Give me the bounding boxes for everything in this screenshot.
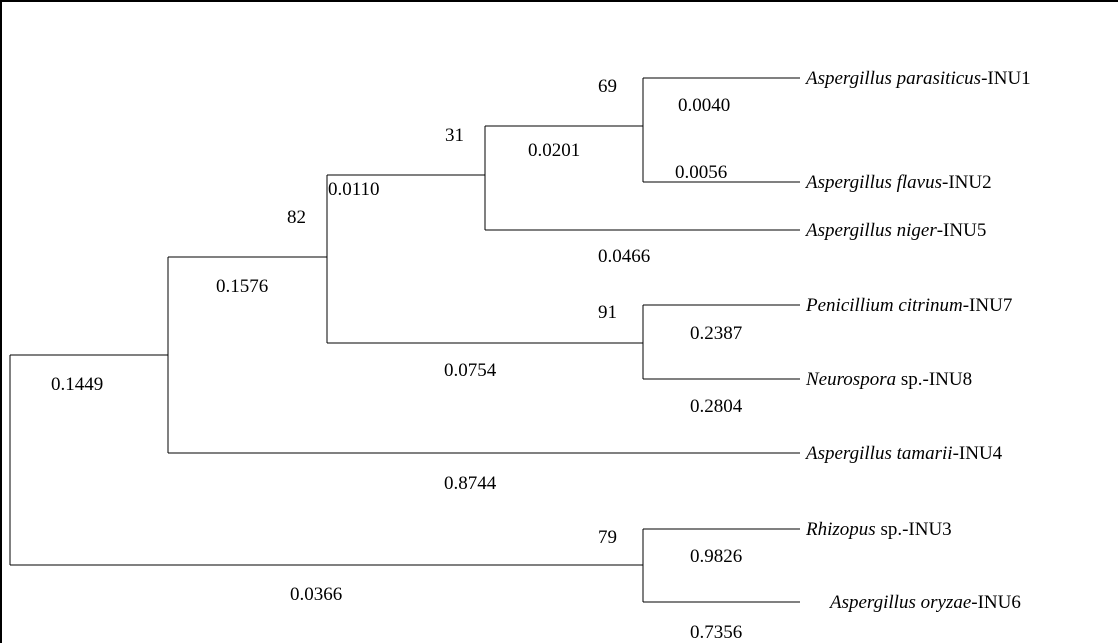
taxon-label-rhizopus: Rhizopus sp.-INU3 <box>805 519 952 540</box>
taxon-label-oryzae: Aspergillus oryzae-INU6 <box>828 592 1021 613</box>
length-node-par-flav: 0.0201 <box>528 140 580 161</box>
length-parasiticus: 0.0040 <box>678 95 730 116</box>
length-node-a: 0.0110 <box>328 179 380 200</box>
taxon-label-tamarii: Aspergillus tamarii-INU4 <box>804 443 1003 464</box>
taxon-label-parasiticus: Aspergillus parasiticus-INU1 <box>804 68 1031 89</box>
length-oryzae: 0.7356 <box>690 622 742 643</box>
bootstrap-par-flav: 69 <box>598 76 617 97</box>
length-root-bottom: 0.0366 <box>290 584 342 605</box>
taxon-label-niger: Aspergillus niger-INU5 <box>804 220 986 241</box>
length-niger: 0.0466 <box>598 246 650 267</box>
length-neurospora: 0.2804 <box>690 396 743 417</box>
length-rhizopus: 0.9826 <box>690 546 742 567</box>
length-node-d: 0.1576 <box>216 276 268 297</box>
length-tamarii: 0.8744 <box>444 473 497 494</box>
taxon-label-flavus: Aspergillus flavus-INU2 <box>804 172 992 193</box>
taxon-label-neurospora: Neurospora sp.-INU8 <box>805 369 972 390</box>
length-penicillium: 0.2387 <box>690 323 742 344</box>
length-node-pen-neu: 0.0754 <box>444 360 497 381</box>
taxon-label-penicillium: Penicillium citrinum-INU7 <box>805 295 1012 316</box>
bootstrap-node-a: 31 <box>445 125 464 146</box>
length-root-top: 0.1449 <box>51 374 103 395</box>
bootstrap-rhi-ory: 79 <box>598 527 617 548</box>
bootstrap-node-d: 82 <box>287 207 306 228</box>
bootstrap-pen-neu: 91 <box>598 302 617 323</box>
length-flavus: 0.0056 <box>675 162 727 183</box>
